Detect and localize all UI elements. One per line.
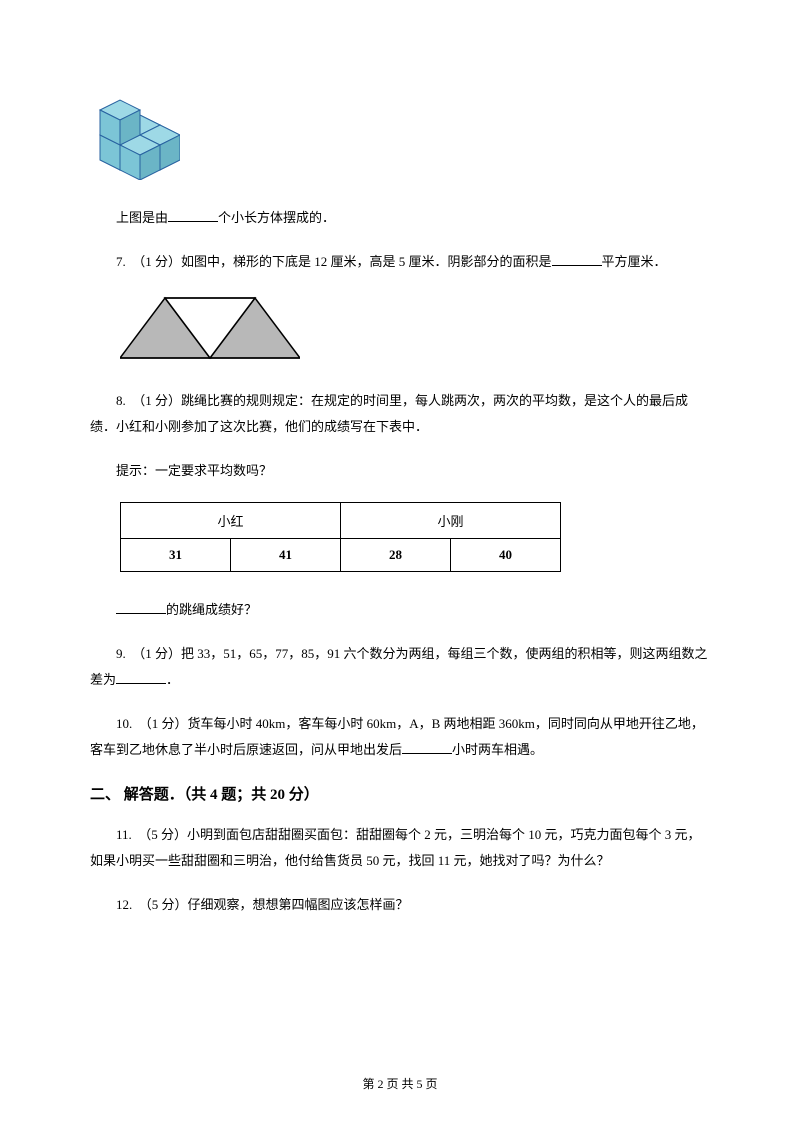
table-header-xiaogang: 小刚 bbox=[341, 503, 561, 539]
table-cell: 41 bbox=[231, 539, 341, 572]
q6-tail-text: 上图是由个小长方体摆成的． bbox=[90, 205, 710, 231]
q9-text: 9. （1 分）把 33，51，65，77，85，91 六个数分为两组，每组三个… bbox=[90, 641, 710, 693]
q12-text: 12. （5 分）仔细观察，想想第四幅图应该怎样画？ bbox=[90, 892, 710, 918]
q8-tail: 的跳绳成绩好？ bbox=[90, 597, 710, 623]
table-header-xiaohong: 小红 bbox=[121, 503, 341, 539]
section-2-title: 二、 解答题．（共 4 题；共 20 分） bbox=[90, 783, 710, 804]
q11-text: 11. （5 分）小明到面包店甜甜圈买面包：甜甜圈每个 2 元，三明治每个 10… bbox=[90, 822, 710, 874]
table-cell: 28 bbox=[341, 539, 451, 572]
cube-stack-figure bbox=[90, 80, 710, 185]
page-footer: 第 2 页 共 5 页 bbox=[0, 1075, 800, 1092]
q10-text: 10. （1 分）货车每小时 40km，客车每小时 60km，A，B 两地相距 … bbox=[90, 711, 710, 763]
table-cell: 40 bbox=[451, 539, 561, 572]
table-cell: 31 bbox=[121, 539, 231, 572]
trapezoid-figure bbox=[120, 293, 710, 368]
q7-text: 7. （1 分）如图中，梯形的下底是 12 厘米，高是 5 厘米．阴影部分的面积… bbox=[90, 249, 710, 275]
score-table: 小红 小刚 31 41 28 40 bbox=[120, 502, 561, 572]
q8-hint: 提示：一定要求平均数吗？ bbox=[90, 458, 710, 484]
q8-text: 8. （1 分）跳绳比赛的规则规定：在规定的时间里，每人跳两次，两次的平均数，是… bbox=[90, 388, 710, 440]
